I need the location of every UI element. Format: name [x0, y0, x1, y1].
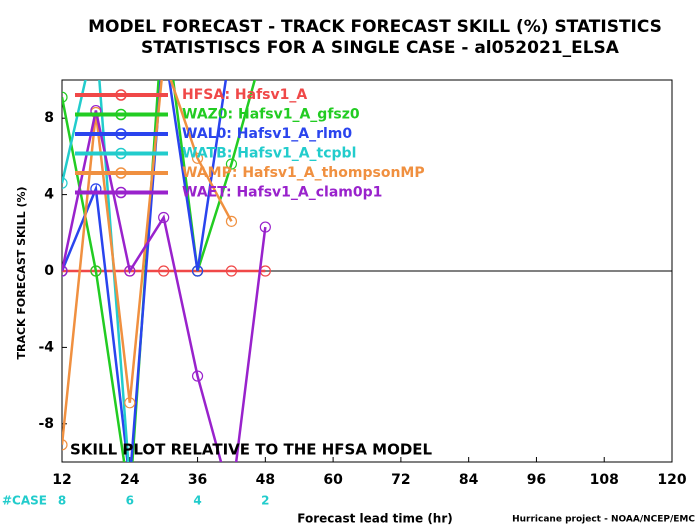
y-tick-label: 8	[44, 110, 54, 126]
series-line	[62, 110, 267, 462]
series-line	[62, 80, 233, 445]
series-line	[62, 80, 228, 462]
series-marker	[90, 265, 102, 277]
y-tick-label: 0	[44, 263, 54, 279]
x-tick-label: 120	[657, 472, 686, 488]
legend-marker	[115, 167, 127, 179]
series-marker	[225, 265, 238, 277]
series-marker	[191, 152, 204, 164]
legend-label: WATB: Hafsv1_A_tcpbl	[182, 146, 356, 162]
series-marker	[62, 439, 68, 451]
series-marker	[62, 177, 68, 189]
series-marker	[191, 265, 204, 277]
series-marker	[124, 265, 136, 277]
y-axis-label: TRACK FORECAST SKILL (%)	[15, 186, 28, 359]
x-tick-label: 96	[527, 472, 546, 488]
x-tick-label: 84	[459, 472, 479, 488]
y-tick-label: -4	[38, 339, 54, 355]
series-marker	[191, 370, 204, 382]
annotation: SKILL PLOT RELATIVE TO THE HFSA MODEL	[70, 441, 433, 459]
x-tick-label: 60	[323, 472, 343, 488]
x-tick-label: 12	[52, 472, 71, 488]
case-count: 2	[261, 494, 269, 508]
legend-label: WAL0: Hafsv1_A_rlm0	[182, 126, 352, 142]
series-marker	[226, 495, 236, 505]
series-line	[62, 80, 130, 462]
case-count: 6	[126, 494, 134, 508]
chart-subtitle: STATISTISCS FOR A SINGLE CASE - al052021…	[141, 38, 620, 58]
x-tick-label: 36	[188, 472, 207, 488]
series-marker	[124, 397, 136, 409]
x-tick-label: 72	[391, 472, 410, 488]
legend-marker	[115, 147, 127, 160]
x-tick-label: 48	[256, 472, 275, 488]
series-marker	[159, 1, 169, 11]
case-count: 4	[193, 494, 201, 508]
case-count: 8	[58, 494, 66, 508]
legend-label: HFSA: Hafsv1_A	[182, 87, 307, 103]
series-marker	[259, 221, 271, 233]
case-label: #CASE	[2, 494, 47, 508]
x-tick-label: 108	[590, 472, 619, 488]
legend-label: WAET: Hafsv1_A_clam0p1	[182, 185, 382, 201]
series-marker	[62, 91, 68, 103]
chart-title: MODEL FORECAST - TRACK FORECAST SKILL (%…	[88, 17, 662, 37]
y-tick-label: 4	[44, 187, 54, 203]
series-line	[62, 80, 257, 462]
footer: Hurricane project - NOAA/NCEP/EMC	[512, 515, 695, 525]
series-marker	[62, 265, 68, 277]
legend-marker	[115, 128, 127, 140]
y-tick-label: -8	[38, 416, 54, 432]
series-marker	[158, 265, 170, 277]
legend-marker	[115, 108, 127, 121]
legend-marker	[115, 89, 127, 101]
x-axis-label: Forecast lead time (hr)	[297, 512, 453, 526]
legend-label: WAMP: Hafsv1_A_thompsonMP	[182, 165, 425, 181]
plot-area	[62, 1, 271, 505]
x-tick-label: 24	[120, 472, 140, 488]
series-marker	[225, 215, 238, 227]
legend-marker	[115, 186, 127, 199]
legend-label: WAZ0: Hafsv1_A_gfsz0	[182, 107, 360, 123]
series-marker	[225, 158, 238, 170]
series-marker	[158, 211, 170, 224]
